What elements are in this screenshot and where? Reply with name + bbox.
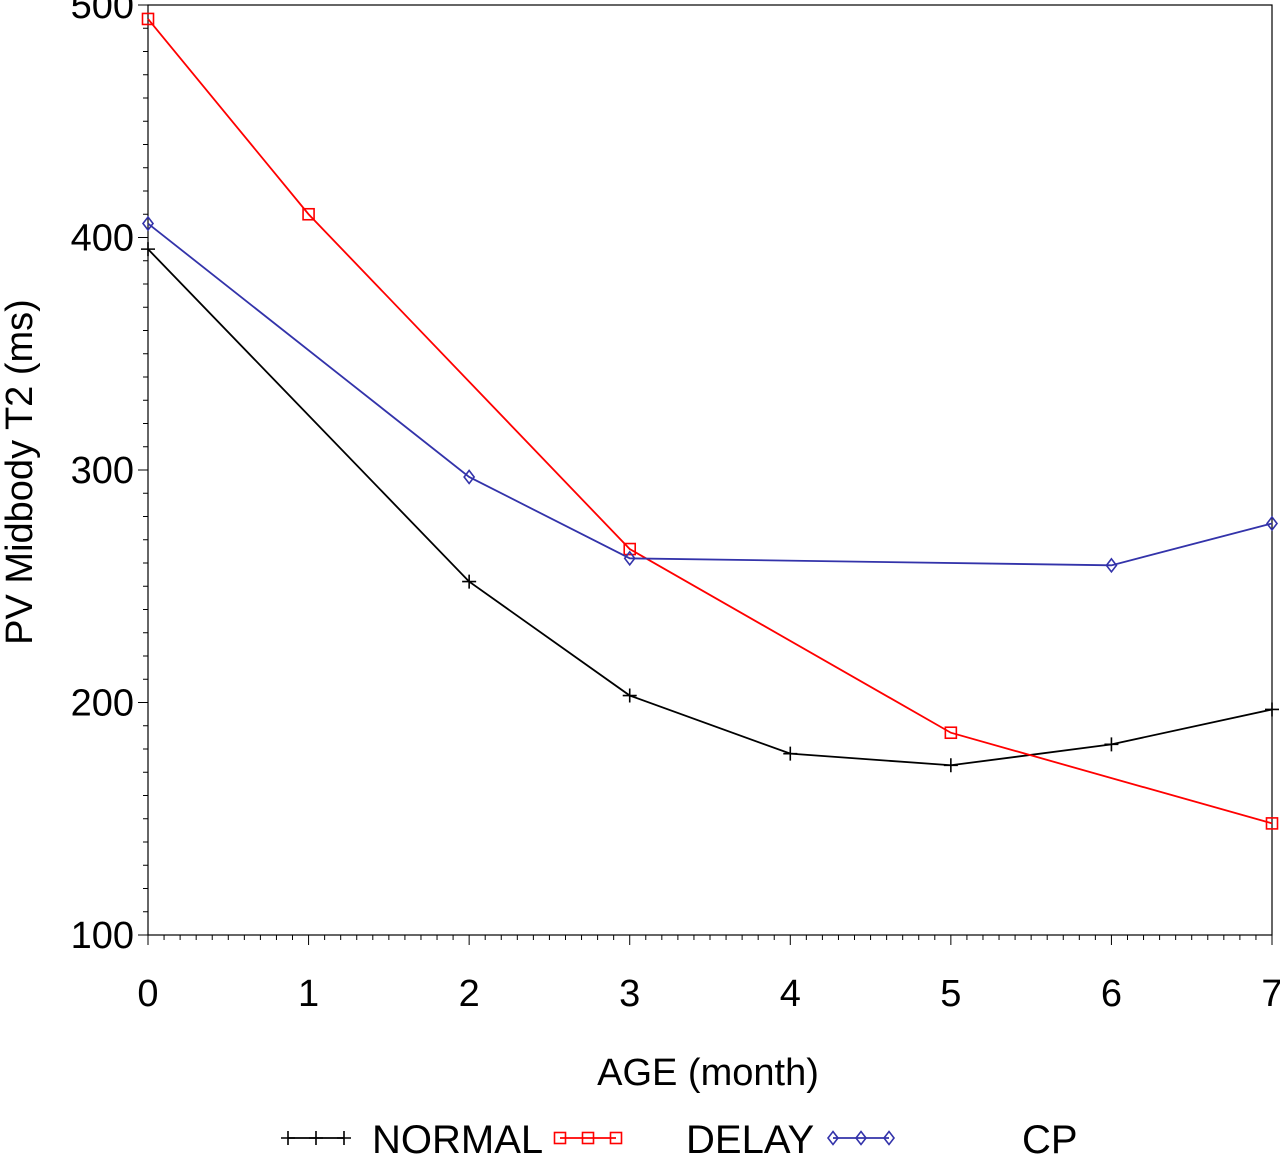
legend-marker-normal — [337, 1131, 351, 1145]
x-tick-label: 2 — [459, 973, 480, 1015]
legend-marker-delay — [581, 1131, 595, 1145]
data-point-normal — [943, 758, 958, 773]
data-point-cp — [1265, 515, 1279, 532]
y-tick-label: 300 — [71, 450, 134, 492]
x-tick-label: 5 — [940, 973, 961, 1015]
y-axis: 100 200 300 400 500 — [71, 0, 148, 957]
series-line-normal — [147, 248, 1273, 767]
y-tick-label: 400 — [71, 218, 134, 260]
data-point-normal — [141, 242, 155, 257]
data-point-delay — [141, 12, 155, 26]
data-point-delay — [623, 542, 637, 556]
data-point-normal — [1265, 702, 1279, 717]
data-point-cp — [141, 215, 155, 232]
y-tick-label: 200 — [71, 683, 134, 725]
legend-item-delay: DELAY — [553, 1118, 814, 1162]
legend: NORMAL DELAY CP — [281, 1118, 1078, 1162]
x-axis-title: AGE (month) — [597, 1052, 819, 1094]
data-point-normal — [622, 688, 637, 703]
x-tick-label: 0 — [137, 973, 158, 1015]
data-point-normal — [783, 746, 798, 761]
legend-item-cp: CP — [826, 1118, 1078, 1162]
legend-marker-delay — [553, 1131, 567, 1145]
series-delay — [141, 12, 1279, 830]
data-point-delay — [302, 207, 315, 221]
legend-marker-cp — [882, 1130, 896, 1146]
x-tick-label: 4 — [780, 973, 801, 1015]
data-point-delay — [944, 726, 958, 740]
data-point-cp — [1105, 557, 1118, 574]
series-line-cp — [147, 222, 1273, 567]
x-axis: 0 1 2 3 4 5 6 7 — [137, 935, 1280, 1015]
x-tick-label: 7 — [1261, 973, 1280, 1015]
data-point-cp — [463, 469, 476, 485]
legend-marker-delay — [609, 1131, 623, 1145]
y-tick-label: 500 — [71, 0, 134, 27]
y-tick-label: 100 — [71, 915, 134, 957]
series-normal — [141, 242, 1279, 773]
data-point-normal — [462, 574, 477, 589]
legend-marker-normal — [309, 1131, 323, 1145]
legend-marker-cp — [854, 1130, 868, 1146]
legend-label-normal: NORMAL — [372, 1118, 543, 1162]
legend-item-normal: NORMAL — [281, 1118, 543, 1162]
legend-label-delay: DELAY — [686, 1118, 814, 1162]
series-line-delay — [147, 18, 1273, 825]
plot-frame — [147, 4, 1273, 936]
data-point-cp — [623, 550, 636, 567]
x-tick-label: 3 — [619, 973, 640, 1015]
data-point-delay — [1265, 817, 1279, 830]
legend-label-cp: CP — [1022, 1118, 1078, 1162]
series-layer — [141, 12, 1279, 830]
plot-area — [147, 4, 1273, 936]
x-tick-label: 1 — [298, 973, 319, 1015]
series-cp — [141, 215, 1279, 574]
data-point-normal — [1104, 737, 1119, 752]
legend-marker-cp — [826, 1130, 840, 1146]
legend-marker-normal — [281, 1131, 295, 1145]
x-tick-label: 6 — [1101, 973, 1122, 1015]
y-axis-title: PV Midbody T2 (ms) — [0, 299, 41, 645]
